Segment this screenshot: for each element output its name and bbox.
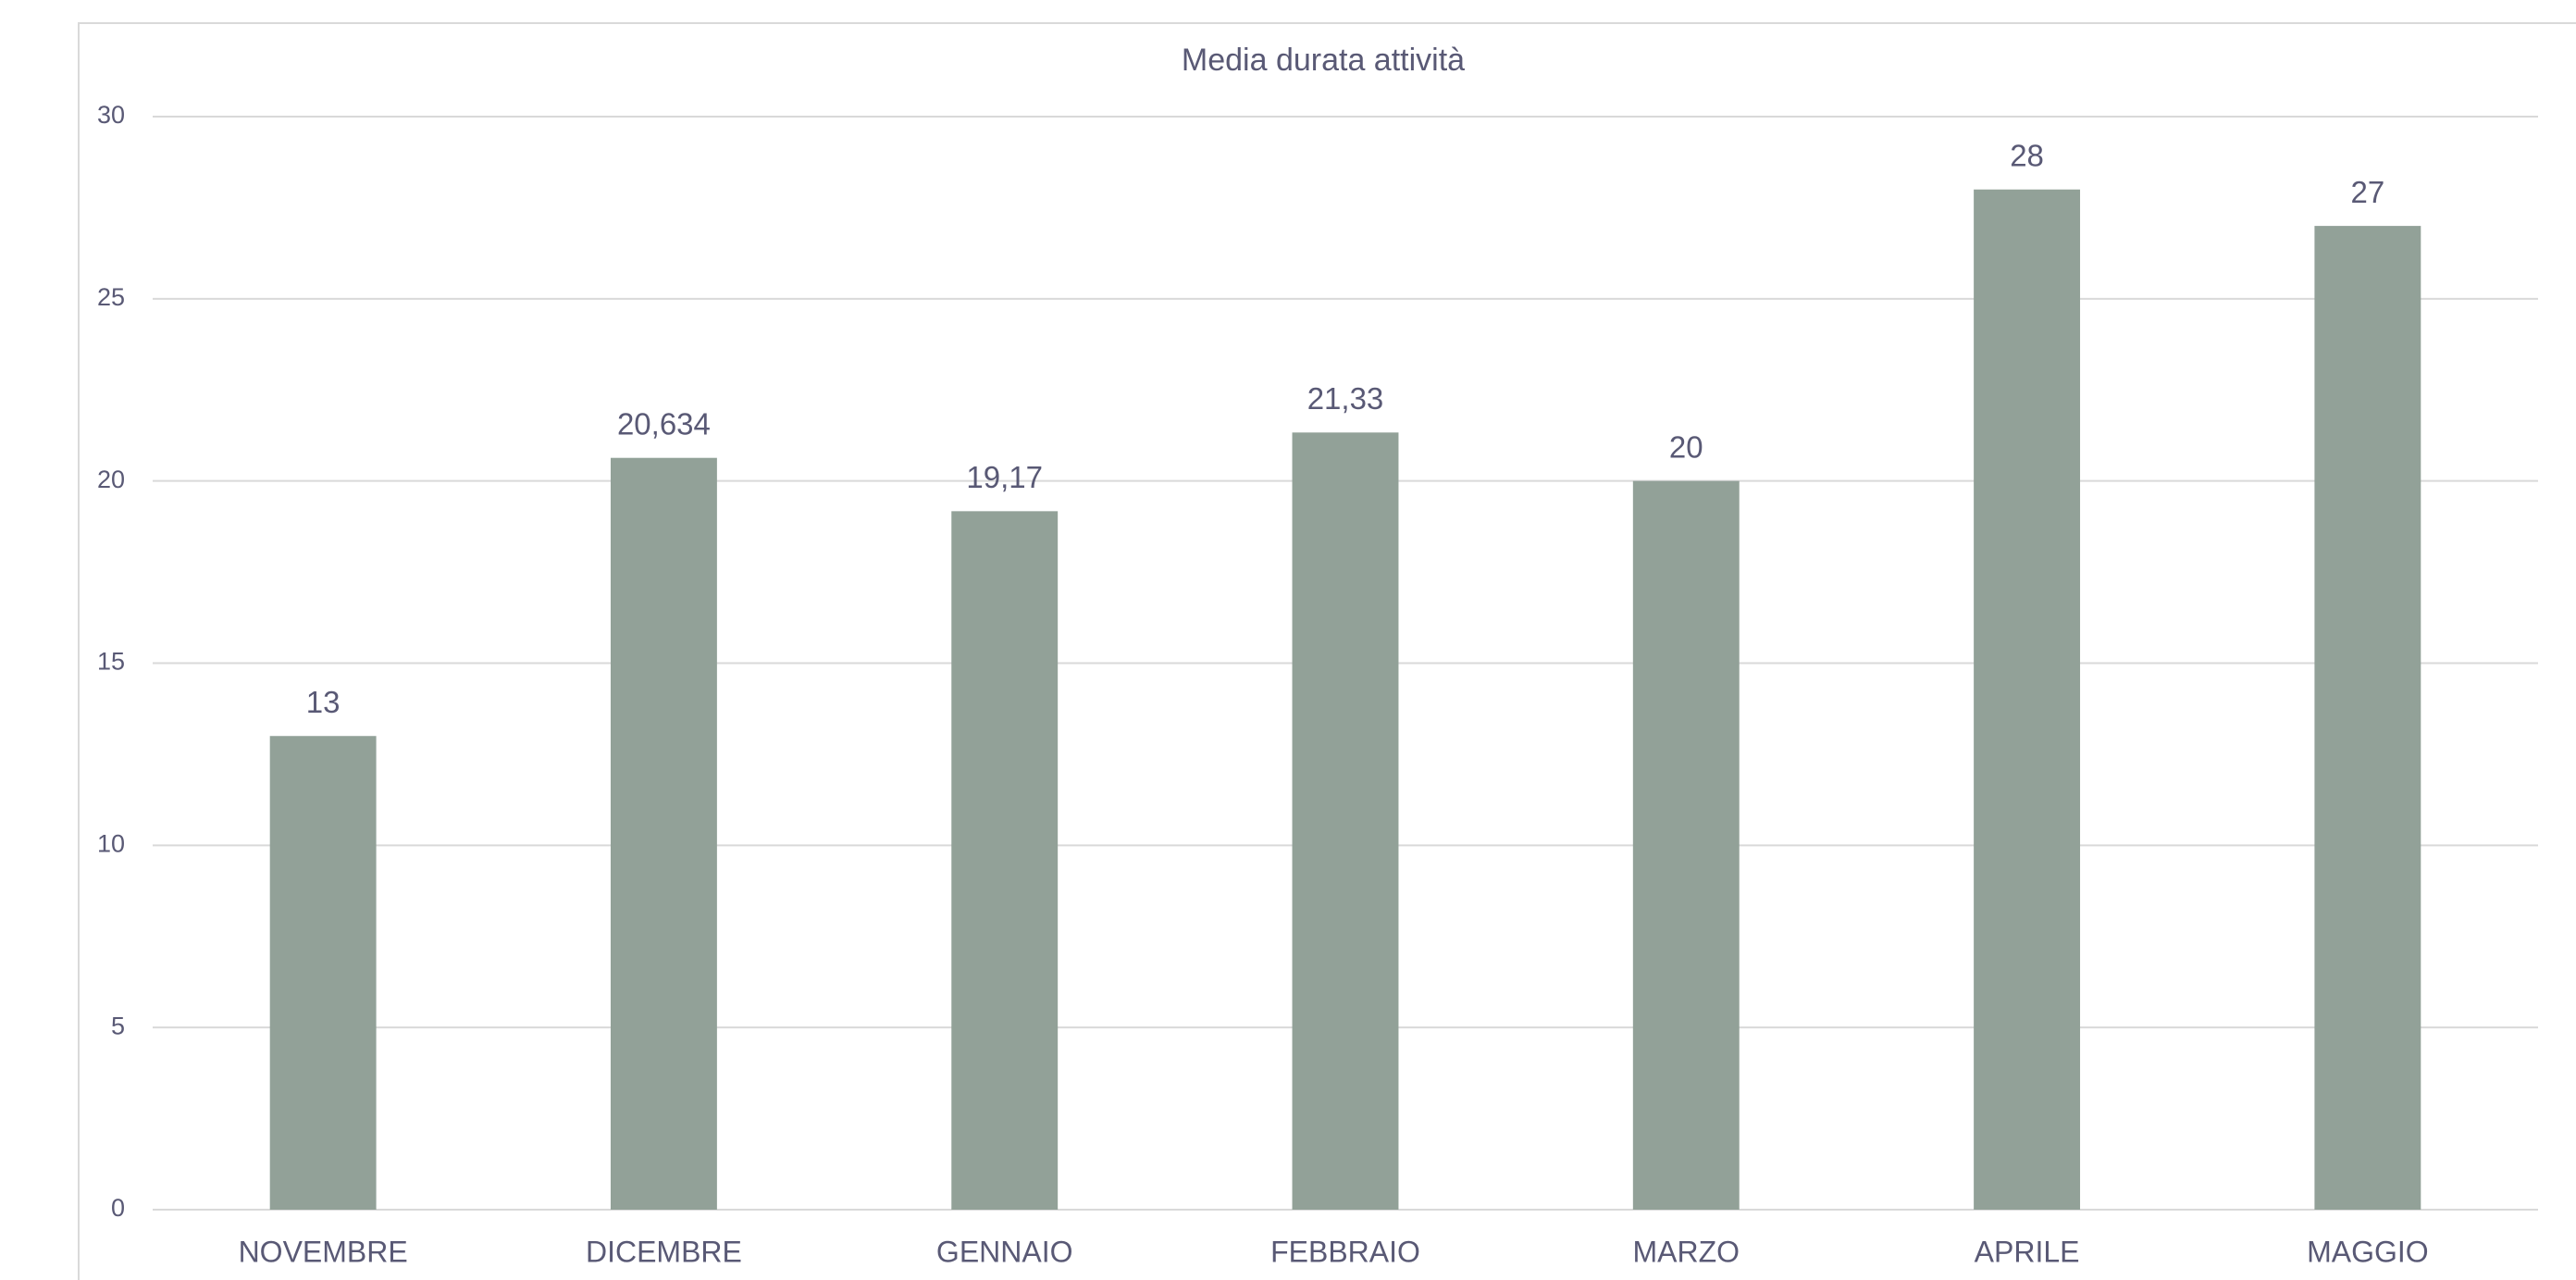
value-label: 28 <box>2010 138 2044 172</box>
y-tick-label: 10 <box>97 829 125 857</box>
y-tick-label: 15 <box>97 648 125 676</box>
bar <box>951 511 1059 1210</box>
value-label: 21,33 <box>1307 381 1384 416</box>
x-tick-label: DICEMBRE <box>586 1235 742 1268</box>
x-tick-label: MAGGIO <box>2307 1235 2429 1268</box>
value-label: 19,17 <box>966 460 1043 494</box>
bar <box>2314 226 2421 1211</box>
y-tick-label: 20 <box>97 466 125 493</box>
chart-title: Media durata attività <box>1182 43 1465 78</box>
value-label: 27 <box>2350 175 2384 209</box>
y-tick-label: 25 <box>97 283 125 311</box>
bar <box>1974 189 2081 1210</box>
x-tick-label: GENNAIO <box>936 1235 1073 1268</box>
value-label: 13 <box>306 685 341 719</box>
y-tick-label: 0 <box>111 1194 125 1222</box>
y-tick-label: 5 <box>111 1012 125 1039</box>
value-label: 20,634 <box>617 406 711 441</box>
bar <box>1632 480 1740 1210</box>
x-tick-label: APRILE <box>1975 1235 2080 1268</box>
x-tick-label: MARZO <box>1633 1235 1740 1268</box>
x-tick-label: NOVEMBRE <box>239 1235 408 1268</box>
bar <box>610 457 717 1210</box>
bar <box>269 736 377 1210</box>
bar <box>1292 432 1399 1211</box>
y-tick-label: 30 <box>97 101 125 129</box>
value-label: 20 <box>1669 429 1703 464</box>
x-tick-label: FEBBRAIO <box>1270 1235 1420 1268</box>
